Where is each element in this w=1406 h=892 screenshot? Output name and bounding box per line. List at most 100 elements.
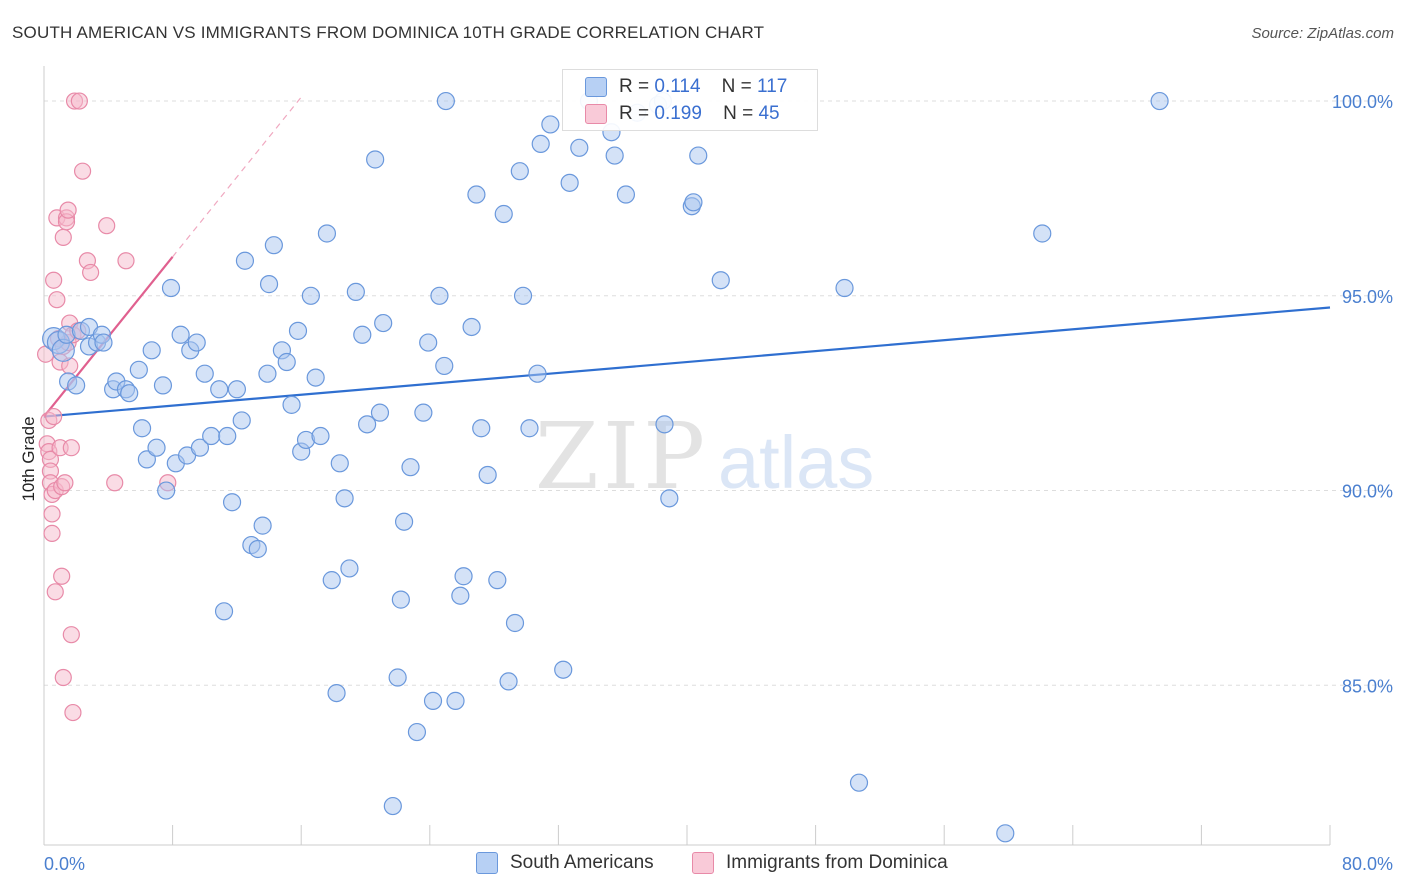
south-american-point [499, 672, 518, 691]
south-american-point [996, 824, 1015, 843]
south-american-point [187, 333, 206, 352]
south-american-point [383, 796, 402, 816]
south-american-point [346, 282, 365, 302]
south-american-point [570, 138, 589, 157]
south-american-point [560, 173, 579, 192]
south-american-point [451, 586, 470, 605]
south-american-point [436, 91, 455, 111]
south-american-point [94, 333, 113, 352]
south-american-point [616, 185, 636, 204]
dominica-point [43, 524, 61, 543]
south-american-point [388, 668, 407, 687]
south-american-point [327, 683, 346, 703]
south-americans-swatch [585, 77, 607, 97]
n-label: N = [721, 76, 752, 97]
dominica-point [56, 474, 74, 492]
dominica-point [45, 407, 63, 426]
watermark-atlas: atlas [718, 421, 874, 504]
south-american-point [835, 278, 854, 298]
legend-label: South Americans [510, 852, 654, 873]
south-american-point [1150, 91, 1169, 111]
y-axis-label: 10th Grade [19, 416, 38, 501]
south-american-point [311, 426, 330, 446]
dominica-point [48, 291, 66, 309]
south-american-point [520, 419, 539, 438]
dominica-point [64, 703, 82, 722]
south-american-point [655, 415, 674, 434]
y-tick-label: 100.0% [1332, 92, 1393, 112]
south-american-point [849, 773, 869, 792]
south-american-point [306, 368, 325, 387]
dominica-swatch [692, 852, 714, 874]
south-american-point [462, 317, 481, 337]
south-american-point [330, 454, 349, 473]
watermark: ZIP atlas [535, 403, 874, 510]
legend-item-south-americans[interactable]: South Americans [476, 852, 654, 874]
y-tick-label: 85.0% [1342, 676, 1393, 696]
south-american-point [513, 286, 533, 305]
south-american-point [282, 395, 301, 414]
grid-lines [44, 100, 1392, 686]
legend-item-dominica[interactable]: Immigrants from Dominica [692, 852, 948, 874]
south-american-point [171, 325, 190, 344]
south-american-point [391, 590, 410, 609]
south-american-point [370, 403, 390, 422]
dominica-point [43, 505, 61, 523]
south-american-point [394, 512, 414, 531]
south-american-point [541, 115, 560, 134]
south-american-point [147, 438, 166, 457]
south-american-point [478, 465, 497, 485]
dominica-point [117, 252, 135, 270]
dominica-point [62, 626, 80, 644]
dominica-trend-extension [172, 96, 302, 258]
south-american-point [419, 333, 438, 352]
dominica-point [73, 162, 92, 180]
tick-labels: 85.0% 90.0% 95.0% 100.0% 0.0% 80.0% [44, 92, 1393, 874]
dominica-point [82, 263, 100, 282]
south-american-point [132, 419, 152, 438]
r-label: R = [619, 103, 650, 124]
south-american-point [202, 426, 221, 446]
y-tick-label: 95.0% [1342, 287, 1393, 307]
south-american-point [222, 493, 242, 512]
south-american-point [467, 185, 486, 204]
south-american-point [374, 313, 393, 333]
dominica-swatch [585, 104, 607, 124]
dominica-point [54, 668, 72, 687]
legend-stats: R = 0.199 N = 45 [619, 103, 780, 125]
south-american-point [358, 415, 377, 434]
dominica-point [53, 567, 71, 585]
south-american-point [322, 571, 341, 590]
south-american-point [414, 403, 433, 422]
south-american-point [435, 356, 454, 376]
south-american-point [684, 193, 703, 212]
south-american-point [505, 613, 525, 633]
south-american-point [253, 516, 272, 535]
south-american-point [218, 426, 237, 446]
r-label: R = [619, 76, 650, 97]
dominica-point [98, 217, 116, 235]
south-american-point [335, 489, 354, 508]
dominica-point [70, 92, 88, 110]
south-american-point [689, 146, 708, 165]
south-american-point [232, 411, 251, 430]
watermark-zip: ZIP [535, 403, 709, 510]
source-label: Source: ZipAtlas.com [1251, 25, 1394, 42]
n-value: 45 [758, 103, 780, 124]
south-american-point [317, 224, 337, 243]
south-american-point [190, 438, 210, 457]
dominica-point [106, 474, 124, 492]
south-american-point [259, 275, 279, 294]
south-american-point [510, 162, 529, 181]
south-american-point [153, 376, 173, 395]
x-tick-label: 0.0% [44, 854, 85, 874]
south-american-point [264, 236, 283, 255]
south-american-point [227, 380, 246, 399]
legend-label: Immigrants from Dominica [726, 852, 948, 873]
south-american-point [340, 559, 359, 578]
legend-stats: R = 0.114 N = 117 [619, 76, 787, 98]
south-american-point [142, 341, 161, 360]
south-american-point [605, 146, 624, 165]
south-american-point [288, 321, 308, 340]
series-legend: South Americans Immigrants from Dominica [0, 852, 1406, 880]
